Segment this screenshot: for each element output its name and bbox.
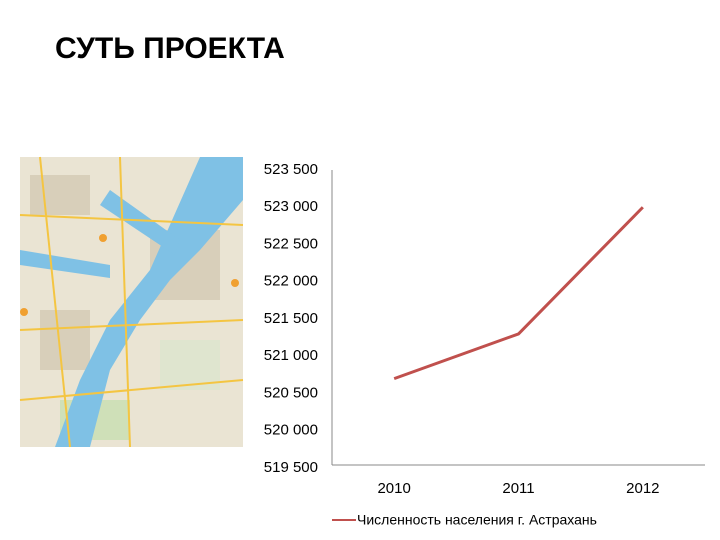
y-tick-label: 523 500 [264, 161, 318, 178]
y-tick-label: 520 000 [264, 422, 318, 439]
y-tick-label: 521 000 [264, 347, 318, 364]
data-line [393, 206, 644, 381]
y-tick-label: 522 000 [264, 273, 318, 290]
map-image [19, 156, 244, 448]
x-tick-label: 2011 [502, 480, 534, 497]
y-tick-label: 522 500 [264, 235, 318, 252]
y-tick-label: 523 000 [264, 198, 318, 215]
y-tick-label: 521 500 [264, 310, 318, 327]
x-tick-label: 2012 [626, 480, 659, 497]
x-tick-label: 2010 [377, 480, 410, 497]
y-tick-label: 520 500 [264, 384, 318, 401]
y-tick-label: 519 500 [264, 459, 318, 476]
slide-title: СУТЬ ПРОЕКТА [55, 32, 285, 65]
legend-label: Численность населения г. Астрахань [357, 512, 597, 528]
